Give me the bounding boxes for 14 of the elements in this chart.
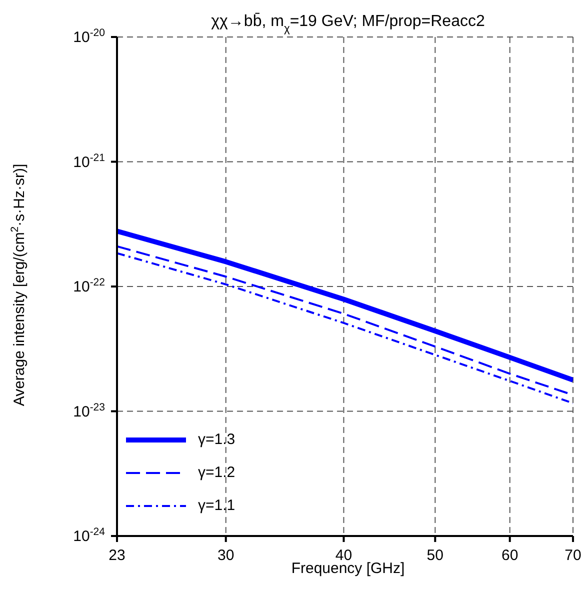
x-tick-label: 60	[502, 547, 518, 564]
legend-label: γ=1.1	[198, 497, 236, 514]
y-tick-label: 10$^{-23}$	[73, 401, 106, 420]
chart-title: χχ→bb̄, m$_{χ}$=19 GeV; MF/prop=Reacc2	[211, 12, 485, 35]
y-tick-label: 10$^{-24}$	[73, 526, 106, 545]
x-tick-label: 23	[108, 547, 126, 564]
legend-label: γ=1.2	[198, 464, 236, 481]
x-tick-label: 70	[564, 547, 582, 564]
x-tick-label: 50	[426, 547, 444, 564]
y-tick-label: 10$^{-21}$	[73, 152, 106, 171]
legend-label: γ=1.3	[198, 431, 236, 448]
x-tick-label: 30	[218, 547, 234, 564]
y-tick-label: 10$^{-22}$	[73, 276, 106, 296]
y-tick-label: 10$^{-20}$	[73, 27, 106, 46]
